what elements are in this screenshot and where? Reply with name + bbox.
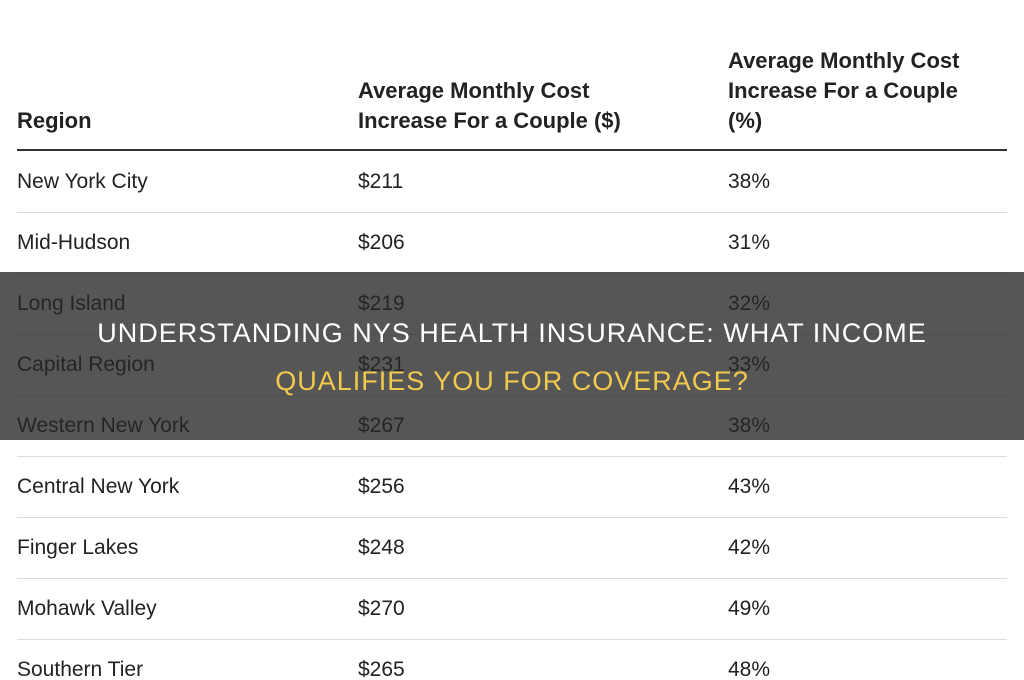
table-cell: $265 xyxy=(358,658,405,680)
banner-line: UNDERSTANDING NYS HEALTH INSURANCE: WHAT… xyxy=(97,318,927,348)
table-cell: Finger Lakes xyxy=(17,536,139,559)
table-cell: 31% xyxy=(728,231,771,254)
header-rule xyxy=(17,149,1007,151)
table-row: Central New York $256 43% xyxy=(17,457,1007,518)
table-row: Mid-Hudson $206 31% xyxy=(17,213,1007,274)
table-row: Finger Lakes $248 42% xyxy=(17,518,1007,579)
header-cell: Region xyxy=(17,108,92,133)
table-cell: Mid-Hudson xyxy=(17,231,131,254)
banner-line: QUALIFIES YOU FOR COVERAGE? xyxy=(275,366,749,396)
table-cell: $211 xyxy=(358,170,404,193)
table-cell: 48% xyxy=(728,658,771,680)
table-cell: $256 xyxy=(358,475,405,498)
table-cell: Southern Tier xyxy=(17,658,144,680)
table-cell: 43% xyxy=(728,475,771,498)
table-row: New York City $211 38% xyxy=(17,152,1007,213)
table-row: Mohawk Valley $270 49% xyxy=(17,579,1007,640)
table-cell: Central New York xyxy=(17,475,180,498)
title-banner: UNDERSTANDING NYS HEALTH INSURANCE: WHAT… xyxy=(0,272,1024,440)
table-cell: $206 xyxy=(358,231,405,254)
table-cell: $270 xyxy=(358,597,405,620)
table-cell: 42% xyxy=(728,536,771,559)
table-cell: $248 xyxy=(358,536,405,559)
table-cell: Mohawk Valley xyxy=(17,597,157,620)
table-row: Southern Tier $265 48% xyxy=(17,640,1007,680)
table-cell: 38% xyxy=(728,170,771,193)
header-cell: Average Monthly Cost Increase For a Coup… xyxy=(728,48,960,133)
table-cell: New York City xyxy=(17,170,148,193)
table-cell: 49% xyxy=(728,597,771,620)
header-cell: Average Monthly Cost Increase For a Coup… xyxy=(358,78,621,133)
